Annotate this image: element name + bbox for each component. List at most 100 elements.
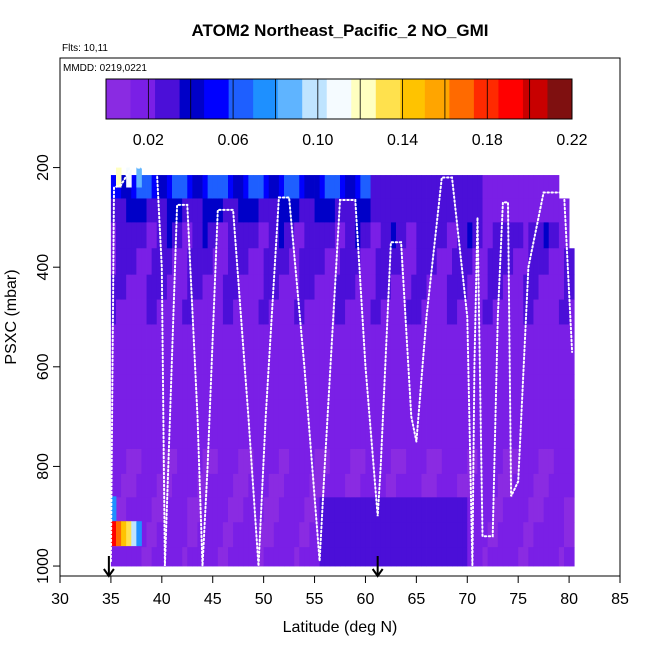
- heatmap-cell: [375, 198, 382, 223]
- heatmap-cell: [116, 399, 122, 425]
- heatmap-cell: [482, 175, 489, 199]
- heatmap-cell: [533, 522, 539, 548]
- heatmap-cell: [564, 198, 570, 223]
- heatmap-cell: [436, 448, 443, 475]
- heatmap-cell: [564, 374, 570, 400]
- heatmap-cell: [385, 248, 392, 276]
- heatmap-cell: [187, 448, 193, 475]
- heatmap-cell: [161, 399, 168, 425]
- heatmap-cell: [502, 547, 509, 567]
- heatmap-cell: [538, 175, 545, 199]
- heatmap-cell: [462, 473, 468, 498]
- heatmap-cell: [370, 424, 377, 450]
- heatmap-cell: [472, 522, 478, 548]
- heatmap-cell: [436, 349, 443, 375]
- heatmap-cell: [355, 547, 361, 567]
- heatmap-cell: [543, 374, 550, 400]
- heatmap-cell: [146, 274, 153, 300]
- heatmap-cell: [385, 324, 392, 350]
- heatmap-cell: [508, 473, 514, 498]
- heatmap-cell: [192, 448, 198, 475]
- heatmap-cell: [207, 222, 214, 249]
- heatmap-cell: [457, 349, 463, 375]
- y-tick-label: 400: [35, 254, 52, 281]
- heatmap-cell: [177, 175, 183, 199]
- heatmap-cell: [375, 222, 382, 249]
- heatmap-cell: [273, 547, 280, 567]
- heatmap-cell: [192, 547, 198, 567]
- heatmap-cell: [370, 299, 377, 325]
- heatmap-cell: [446, 424, 453, 450]
- y-axis-label: PSXC (mbar): [3, 269, 20, 364]
- heatmap-cell: [131, 374, 137, 400]
- heatmap-cell: [487, 324, 494, 350]
- heatmap-cell: [385, 175, 392, 199]
- heatmap-cell: [513, 522, 519, 548]
- heatmap-cell: [365, 522, 371, 548]
- heatmap-cell: [426, 299, 433, 325]
- heatmap-cell: [416, 448, 422, 475]
- heatmap-cell: [528, 175, 534, 199]
- heatmap-cell: [477, 299, 483, 325]
- heatmap-cell: [243, 547, 249, 567]
- heatmap-cell: [426, 349, 433, 375]
- heatmap-cell: [548, 248, 555, 276]
- heatmap-cell: [273, 399, 280, 425]
- heatmap-cell: [319, 399, 326, 425]
- heatmap-cell: [192, 248, 198, 276]
- heatmap-cell: [299, 522, 305, 548]
- heatmap-cell: [299, 473, 305, 498]
- heatmap-cell: [253, 175, 259, 199]
- heatmap-cell: [441, 399, 448, 425]
- heatmap-cell: [161, 374, 168, 400]
- heatmap-cell: [523, 374, 529, 400]
- heatmap-cell: [329, 349, 336, 375]
- heatmap-cell: [289, 522, 295, 548]
- heatmap-cell: [228, 248, 234, 276]
- heatmap-cell: [523, 198, 529, 223]
- heatmap-cell: [370, 175, 377, 199]
- heatmap-cell: [304, 274, 310, 300]
- heatmap-cell: [233, 299, 239, 325]
- heatmap-cell: [278, 175, 285, 199]
- heatmap-cell: [518, 399, 524, 425]
- heatmap-cell: [345, 522, 351, 548]
- heatmap-cell: [553, 299, 560, 325]
- heatmap-cell: [411, 175, 417, 199]
- heatmap-cell: [319, 175, 326, 199]
- heatmap-cell: [309, 299, 315, 325]
- heatmap-cell: [462, 248, 468, 276]
- heatmap-cell: [533, 399, 539, 425]
- heatmap-cell: [212, 175, 219, 199]
- heatmap-cell: [340, 424, 346, 450]
- dates-label: MMDD: 0219,0221: [63, 63, 147, 74]
- heatmap-cell: [258, 374, 265, 400]
- heatmap-cell: [192, 473, 198, 498]
- heatmap-cell: [350, 248, 356, 276]
- heatmap-cell: [441, 248, 448, 276]
- heatmap-cell: [131, 175, 137, 199]
- heatmap-cell: [396, 175, 402, 199]
- heatmap-cell: [431, 349, 438, 375]
- heatmap-cell: [273, 349, 280, 375]
- heatmap-cell: [217, 374, 224, 400]
- heatmap-cell: [110, 424, 117, 450]
- heatmap-cell: [462, 198, 468, 223]
- heatmap-cell: [136, 248, 142, 276]
- heatmap-cell: [177, 547, 183, 567]
- heatmap-cell: [268, 248, 275, 276]
- heatmap-cell: [390, 424, 397, 450]
- heatmap-cell: [141, 324, 147, 350]
- heatmap-cell: [187, 497, 193, 523]
- heatmap-cell: [548, 274, 555, 300]
- heatmap-cell: [406, 175, 412, 199]
- x-tick-label: 75: [509, 591, 527, 608]
- colorbar-segment: [277, 79, 303, 119]
- heatmap-cell: [319, 448, 326, 475]
- heatmap-cell: [233, 175, 239, 199]
- heatmap-cell: [126, 349, 132, 375]
- heatmap-cell: [166, 448, 173, 475]
- heatmap-cell: [523, 522, 529, 548]
- heatmap-cell: [166, 424, 173, 450]
- heatmap-cell: [121, 222, 127, 249]
